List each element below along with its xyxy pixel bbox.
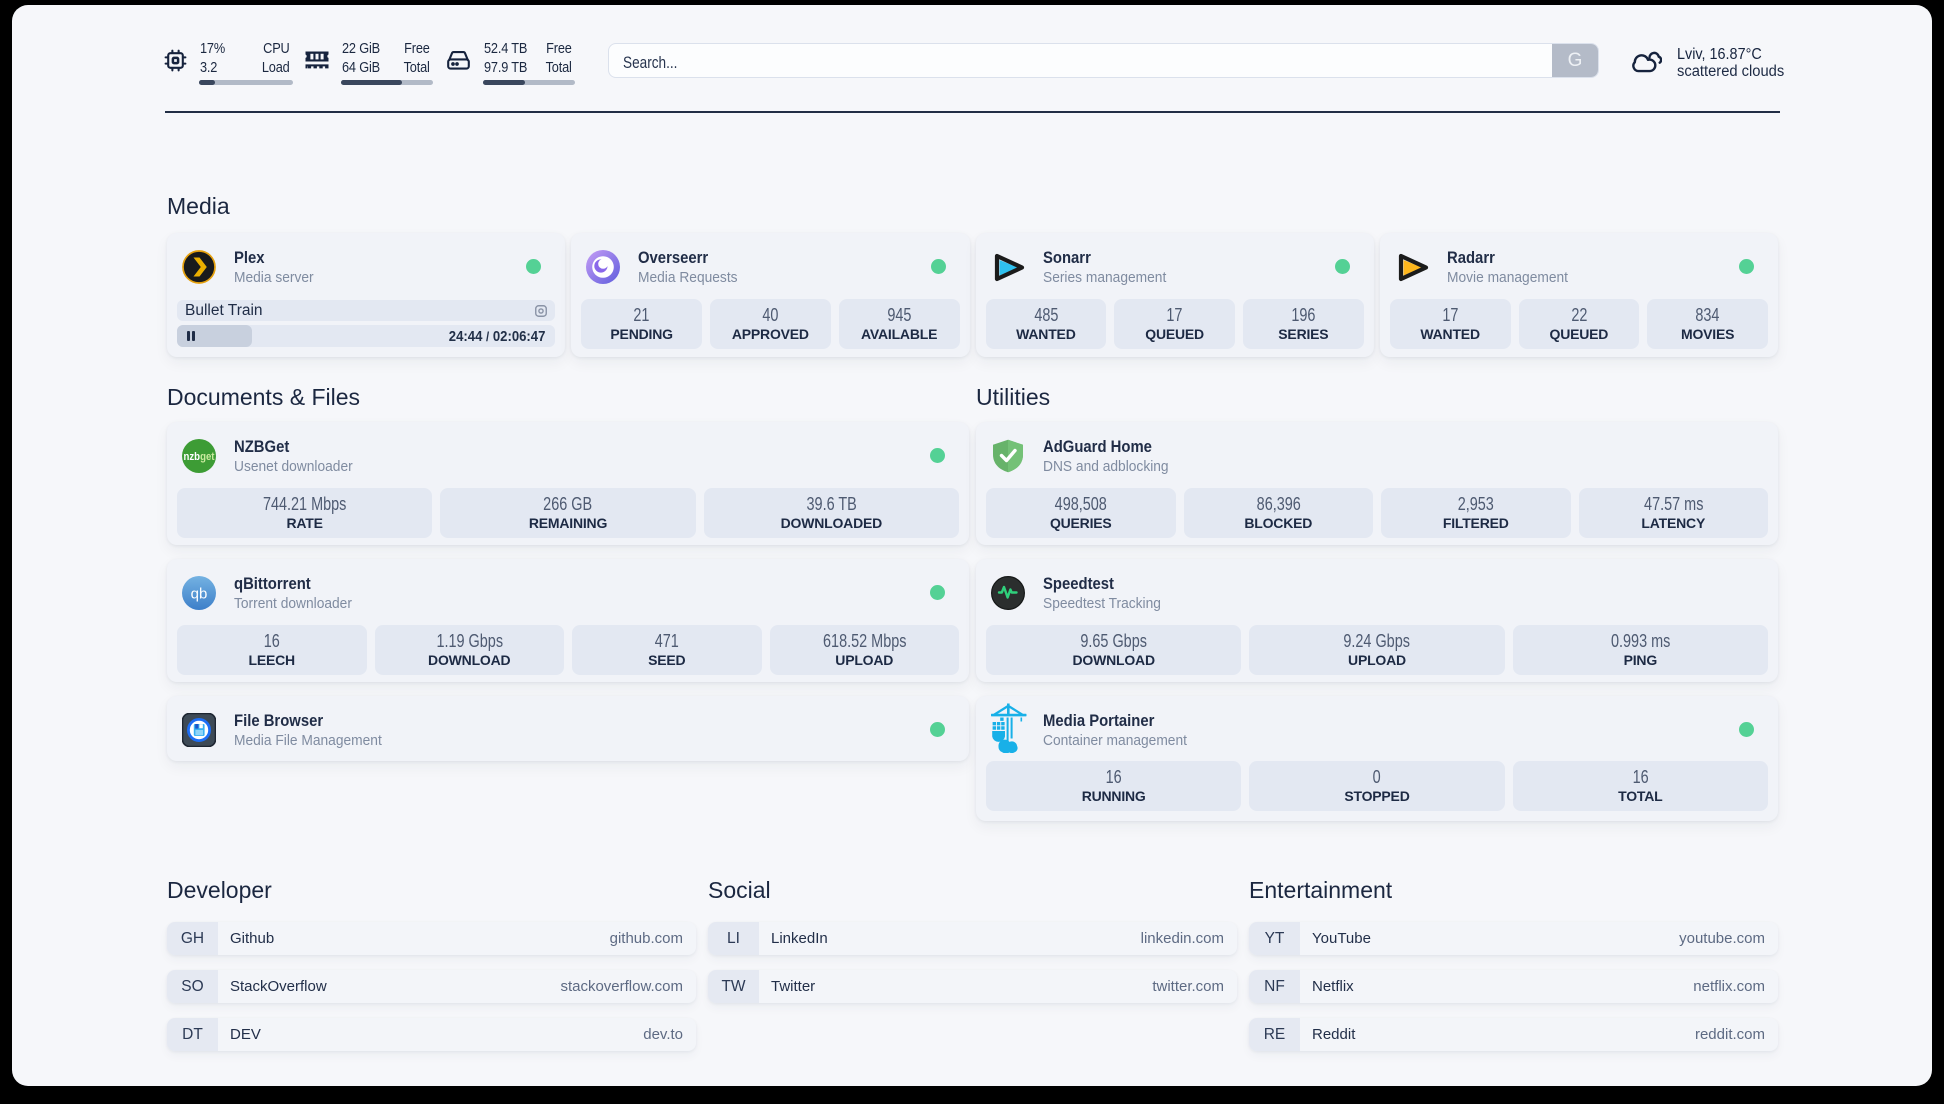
svg-text:nzbget: nzbget	[184, 451, 215, 463]
svg-text:qb: qb	[191, 586, 208, 603]
